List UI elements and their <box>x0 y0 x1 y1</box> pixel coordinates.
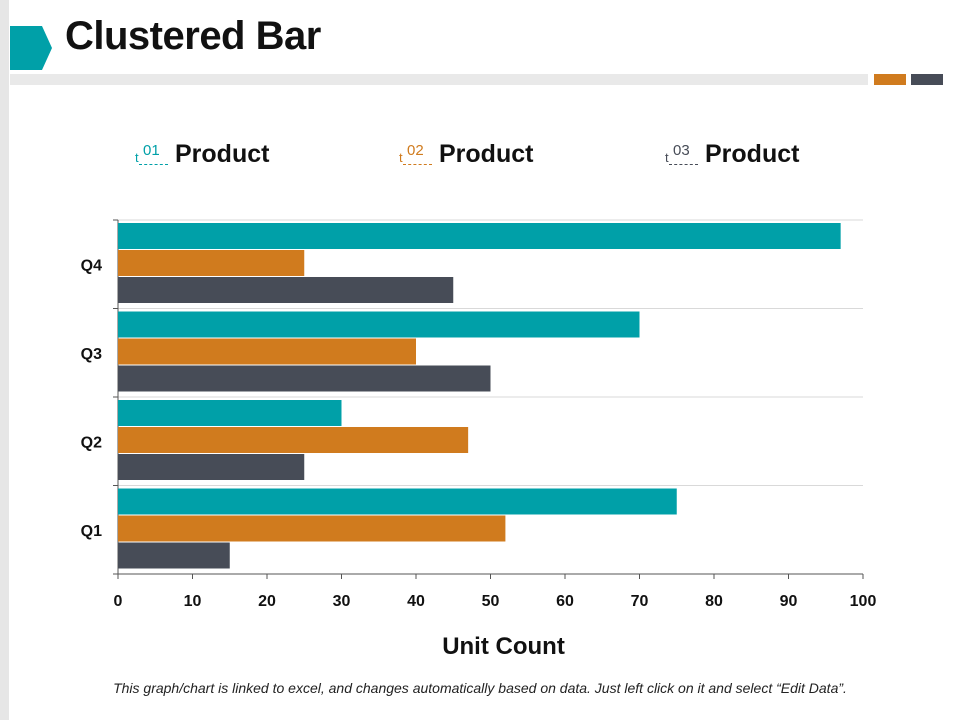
bar-q1-series-3 <box>118 542 230 569</box>
bar-q4-series-1 <box>118 223 841 249</box>
legend-label: Product <box>439 140 534 168</box>
x-tick-label: 0 <box>114 593 123 610</box>
page-title: Clustered Bar <box>65 14 321 58</box>
x-tick-label: 50 <box>482 593 500 610</box>
bar-q1-series-2 <box>118 515 506 542</box>
y-category-label: Q3 <box>81 346 102 363</box>
bar-q2-series-1 <box>118 400 342 426</box>
y-category-label: Q4 <box>81 257 102 274</box>
x-tick-label: 80 <box>705 593 723 610</box>
legend-number-badge: t 01 <box>135 140 171 170</box>
legend-number-badge: t 03 <box>665 140 701 170</box>
x-tick-label: 100 <box>850 593 877 610</box>
bar-q4-series-3 <box>118 277 454 303</box>
bar-q2-series-3 <box>118 454 305 480</box>
accent-box-slate <box>911 74 943 85</box>
title-rule <box>10 74 868 85</box>
accent-box-orange <box>874 74 906 85</box>
footer-note: This graph/chart is linked to excel, and… <box>113 680 847 696</box>
x-tick-label: 30 <box>333 593 351 610</box>
x-tick-label: 40 <box>407 593 425 610</box>
title-marker-icon <box>10 26 52 70</box>
bar-q1-series-1 <box>118 488 677 515</box>
bar-q4-series-2 <box>118 250 305 276</box>
legend-label: Product <box>705 140 800 168</box>
clustered-bar-chart: 0 10 20 30 40 50 60 70 80 90 100 Unit Count Q1 Q2 Q3 Q4 <box>81 219 877 660</box>
x-tick-label: 90 <box>780 593 798 610</box>
bar-q3-series-1 <box>118 311 640 338</box>
bar-q3-series-3 <box>118 365 491 392</box>
x-tick-label: 70 <box>631 593 649 610</box>
bar-q2-series-2 <box>118 427 469 453</box>
x-tick-label: 60 <box>556 593 574 610</box>
legend-number: 03 <box>673 142 690 159</box>
left-edge-strip <box>0 0 9 720</box>
x-tick-label: 10 <box>184 593 202 610</box>
x-tick-label: 20 <box>258 593 276 610</box>
x-axis-title: Unit Count <box>442 633 565 660</box>
y-category-label: Q2 <box>81 434 102 451</box>
legend-label: Product <box>175 140 270 168</box>
bar-q3-series-2 <box>118 338 416 365</box>
legend-number: 02 <box>407 142 424 159</box>
legend-number-badge: t 02 <box>399 140 435 170</box>
legend-number: 01 <box>143 142 160 159</box>
y-category-label: Q1 <box>81 523 102 540</box>
